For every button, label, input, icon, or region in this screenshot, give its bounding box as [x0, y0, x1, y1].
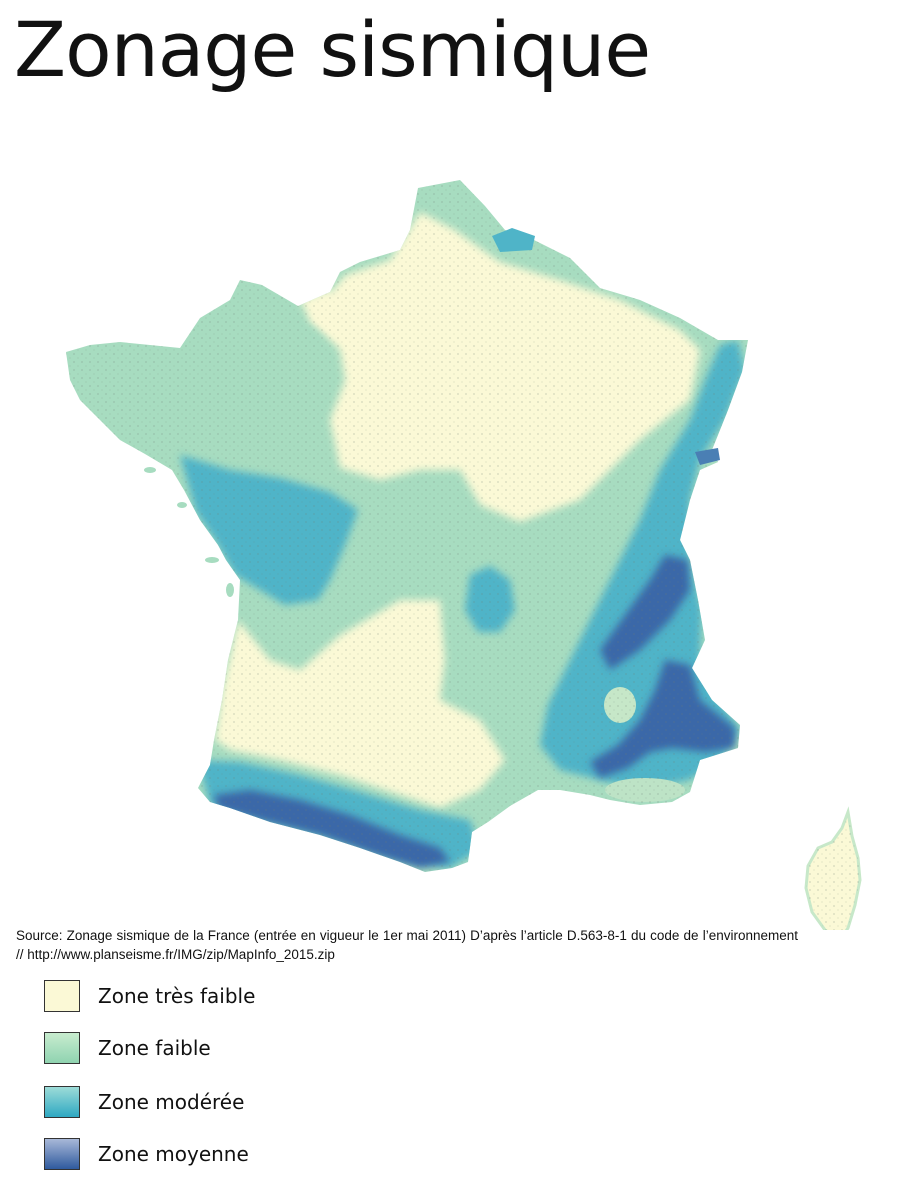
corsica — [804, 806, 862, 930]
corsica-dot-texture — [806, 812, 860, 930]
seismic-zoning-map — [66, 180, 862, 930]
map-title: Zonage sismique — [14, 5, 651, 94]
legend-swatch-faible — [44, 1032, 80, 1064]
island-re — [205, 557, 219, 563]
atlantic-islands — [144, 467, 234, 597]
map-dot-texture — [66, 180, 748, 872]
legend-item-tres-faible: Zone très faible — [44, 980, 364, 1016]
legend-item-faible: Zone faible — [44, 1032, 364, 1068]
lake-geneva — [695, 448, 720, 465]
legend-label-moderee: Zone modérée — [98, 1090, 245, 1114]
legend-label-moyenne: Zone moyenne — [98, 1142, 249, 1166]
legend-label-tres-faible: Zone très faible — [98, 984, 256, 1008]
legend-swatch-tres-faible — [44, 980, 80, 1012]
legend-swatch-moderee — [44, 1086, 80, 1118]
legend-swatch-moyenne — [44, 1138, 80, 1170]
legend-item-moderee: Zone modérée — [44, 1086, 364, 1122]
source-note: Source: Zonage sismique de la France (en… — [16, 928, 798, 962]
mainland-france — [66, 180, 748, 872]
zone-moderee-north-patch — [492, 228, 535, 252]
island-belle-ile — [144, 467, 156, 473]
island-noirmoutier — [177, 502, 187, 508]
legend-label-faible: Zone faible — [98, 1036, 211, 1060]
legend-item-moyenne: Zone moyenne — [44, 1138, 364, 1174]
island-oleron — [226, 583, 234, 597]
